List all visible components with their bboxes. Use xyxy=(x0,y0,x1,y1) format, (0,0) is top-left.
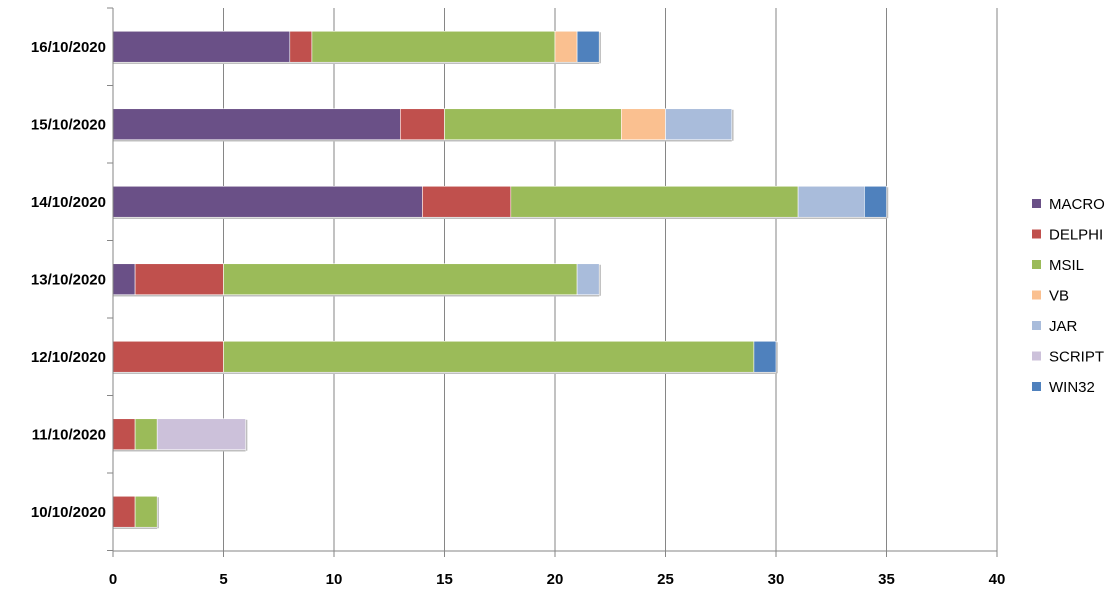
bar-segment-delphi xyxy=(289,30,313,63)
bar-segment-msil xyxy=(223,340,755,373)
bar-segment-jar xyxy=(797,185,865,218)
bar-segment-macro xyxy=(112,185,423,218)
legend-swatch-jar xyxy=(1032,321,1041,330)
x-tick-label: 10 xyxy=(326,571,343,588)
bar-segment-delphi xyxy=(422,185,512,218)
bar-segment-msil xyxy=(444,108,622,141)
legend-label-script: SCRIPT xyxy=(1049,349,1104,366)
legend: MACRO DELPHI MSIL VB JAR SCRIPT WIN32 xyxy=(1032,196,1105,396)
legend-label-msil: MSIL xyxy=(1049,257,1084,274)
legend-swatch-vb xyxy=(1032,290,1041,300)
bar-segment-jar xyxy=(665,108,733,141)
bar-segment-jar xyxy=(576,263,600,296)
bar-segment-win32 xyxy=(753,340,777,373)
bar-segment-vb xyxy=(620,108,666,141)
legend-label-win32: WIN32 xyxy=(1049,379,1095,396)
legend-swatch-msil xyxy=(1032,260,1041,269)
bar-segment-msil xyxy=(510,185,799,218)
legend-label-jar: JAR xyxy=(1049,318,1078,335)
category-label: 15/10/2020 xyxy=(31,116,106,133)
category-label: 14/10/2020 xyxy=(31,194,106,211)
bar-segment-delphi xyxy=(399,108,445,141)
legend-swatch-delphi xyxy=(1032,229,1041,239)
x-tick-label: 20 xyxy=(547,571,564,588)
category-label: 11/10/2020 xyxy=(32,426,106,443)
bar-segment-win32 xyxy=(576,30,600,63)
legend-swatch-macro xyxy=(1032,199,1041,208)
bar-segment-msil xyxy=(223,263,578,296)
bars xyxy=(112,30,889,529)
legend-swatch-script xyxy=(1032,351,1041,361)
bar-segment-macro xyxy=(112,263,136,296)
x-tick-label: 5 xyxy=(219,571,227,588)
category-label: 12/10/2020 xyxy=(31,349,106,366)
bar-segment-msil xyxy=(134,418,158,451)
category-label: 13/10/2020 xyxy=(31,271,106,288)
bar-segment-delphi xyxy=(112,418,136,451)
x-axis-ticks: 0 5 10 15 20 25 30 35 40 xyxy=(109,551,1006,588)
legend-label-delphi: DELPHI xyxy=(1049,227,1103,244)
legend-label-macro: MACRO xyxy=(1049,196,1105,213)
legend-label-vb: VB xyxy=(1049,288,1069,305)
bar-segment-delphi xyxy=(134,263,224,296)
category-label: 16/10/2020 xyxy=(31,39,106,56)
x-tick-label: 40 xyxy=(989,571,1006,588)
bar-segment-delphi xyxy=(112,495,136,528)
x-tick-label: 15 xyxy=(436,571,453,588)
bar-segment-msil xyxy=(311,30,556,63)
legend-swatch-win32 xyxy=(1032,382,1041,391)
bar-segment-msil xyxy=(134,495,158,528)
category-labels: 16/10/2020 15/10/2020 14/10/2020 13/10/2020… xyxy=(31,39,106,521)
bar-segment-delphi xyxy=(112,340,224,373)
bar-segment-vb xyxy=(554,30,578,63)
category-label: 10/10/2020 xyxy=(31,504,106,521)
bar-segment-script xyxy=(156,418,246,451)
x-tick-label: 35 xyxy=(878,571,895,588)
x-tick-label: 25 xyxy=(657,571,674,588)
bar-segment-macro xyxy=(112,108,401,141)
x-tick-label: 30 xyxy=(768,571,785,588)
x-tick-label: 0 xyxy=(109,571,117,588)
bar-segment-win32 xyxy=(864,185,887,218)
bar-segment-macro xyxy=(112,30,291,63)
